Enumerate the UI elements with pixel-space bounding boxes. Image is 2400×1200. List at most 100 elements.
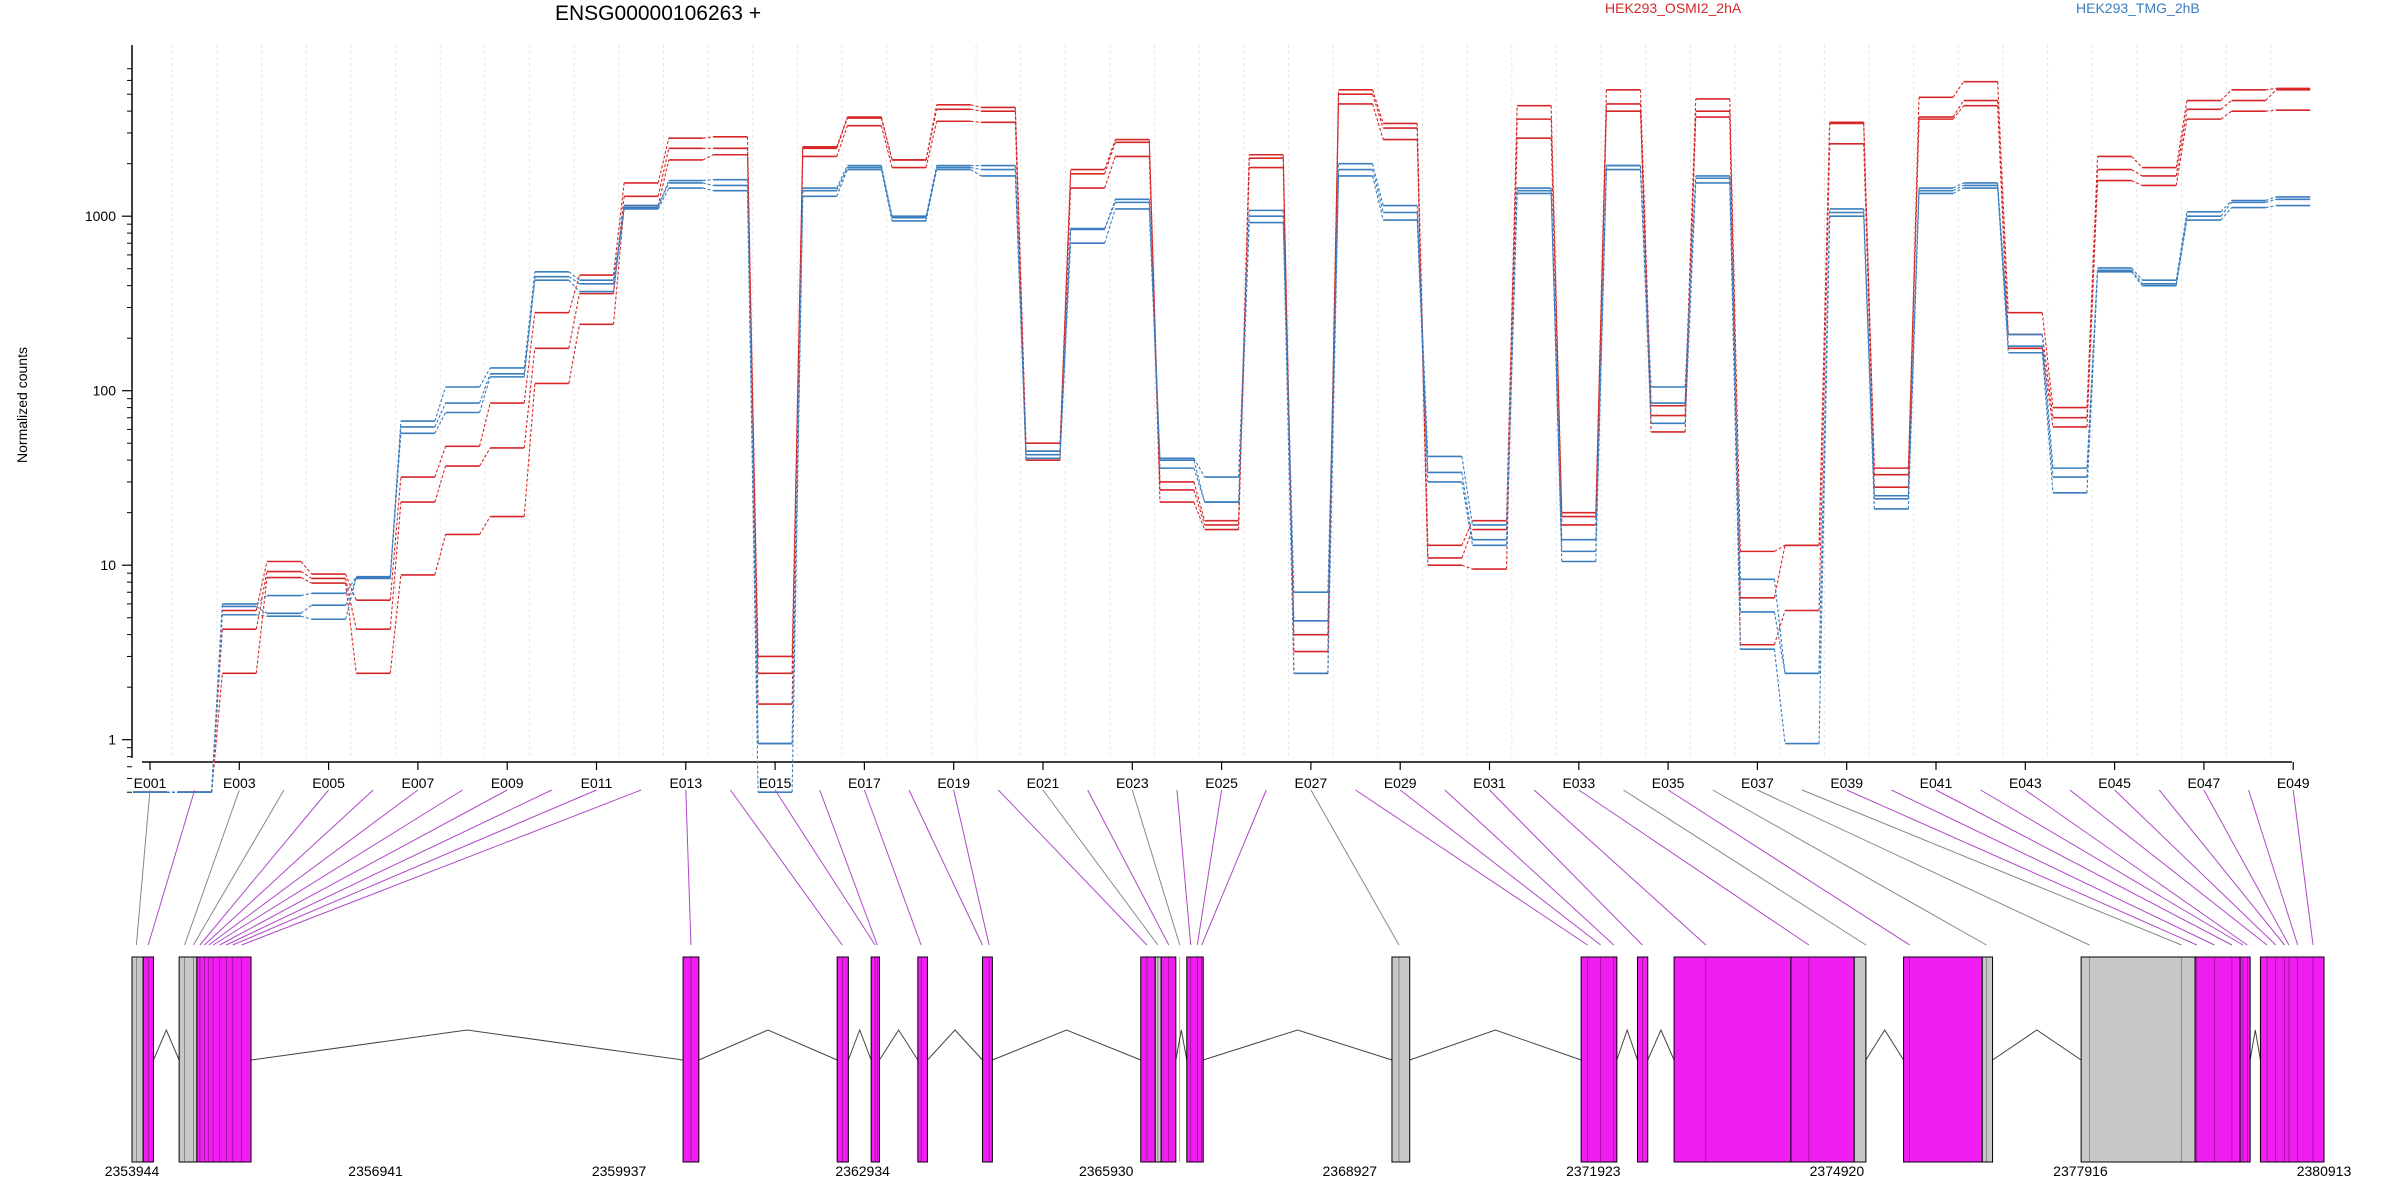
exon-block: [2194, 956, 2241, 1163]
plot-axes: 1 10 100 1000: [85, 45, 2292, 793]
x-tick-label: E049: [2277, 775, 2310, 791]
series-connector: [1818, 208, 1831, 674]
exon-connector: [1623, 789, 1867, 946]
series-connector: [568, 276, 580, 285]
series-connector: [255, 577, 268, 674]
series-connector: [2086, 267, 2099, 469]
series-connector: [434, 412, 447, 434]
series-connector: [1639, 165, 1652, 388]
series-connector: [1372, 163, 1384, 206]
series-connector: [523, 276, 536, 374]
intron-line: [153, 1028, 180, 1061]
exon-tick-labels: E001 E003 E005 E007 E009 E011 E013 E015 E017 E019…: [134, 762, 2310, 791]
x-tick-label: E039: [1830, 775, 1863, 791]
exon-connector: [953, 789, 990, 946]
series-connector: [2131, 156, 2143, 168]
series-connector: [1372, 89, 1384, 124]
exon-connector: [1757, 789, 2090, 946]
exon-connector: [1891, 789, 2215, 946]
series-connector: [1104, 156, 1116, 189]
intron-line: [1992, 1029, 2082, 1061]
exon-connector: [1131, 789, 1181, 946]
series-connector: [1461, 564, 1473, 570]
series-connector: [2220, 200, 2232, 213]
exon-connector: [184, 789, 240, 946]
series-HEK293_TMG_2hB: [133, 162, 2311, 794]
series-connector: [612, 182, 625, 276]
genomic-tick-label: 2356941: [348, 1163, 403, 1179]
series-connector: [434, 446, 447, 478]
series-connector: [1863, 122, 1875, 475]
series-connector: [2265, 87, 2277, 91]
series-connector: [2086, 270, 2099, 478]
x-tick-label: E041: [1920, 775, 1953, 791]
series-connector: [2220, 100, 2232, 110]
series-connector: [2131, 180, 2143, 186]
exon-connectors: [135, 789, 2314, 946]
exon-block: [2080, 956, 2196, 1163]
exon-connector: [135, 789, 151, 946]
exon-connector: [2025, 789, 2248, 946]
series-connector: [255, 561, 268, 611]
series-connector: [1059, 229, 1072, 452]
exon-connector: [2248, 789, 2299, 946]
series-connector: [255, 595, 268, 605]
exon-connector: [908, 789, 983, 946]
exon-connector: [863, 789, 922, 946]
series-connector: [1327, 175, 1340, 674]
series-connector: [568, 271, 580, 281]
series-connector: [2041, 312, 2054, 408]
series-connector: [1193, 460, 1206, 503]
series-connector: [2041, 334, 2054, 469]
series-connector: [479, 373, 491, 404]
series-connector: [523, 280, 536, 377]
series-connector: [925, 165, 938, 217]
series-connector: [1729, 175, 1741, 580]
series-connector: [2220, 202, 2232, 217]
series-connector: [880, 169, 893, 222]
series-connector: [1952, 182, 1964, 189]
exon-block: [1580, 956, 1618, 1163]
genomic-tick-label: 2377916: [2053, 1163, 2108, 1179]
x-tick-label: E009: [491, 775, 524, 791]
exon-block: [1636, 956, 1649, 1163]
exon-block: [1160, 956, 1177, 1163]
exon-connector: [1489, 789, 1643, 946]
series-connector: [1104, 199, 1116, 230]
series-connector: [1818, 122, 1831, 546]
series-connector: [345, 582, 357, 674]
genomic-tick-label: 2368927: [1323, 1163, 1378, 1179]
series-connector: [791, 196, 804, 793]
series-connector: [702, 182, 714, 187]
series-connector: [1550, 188, 1563, 540]
intron-line: [1409, 1029, 1582, 1061]
x-tick-label: E019: [937, 775, 970, 791]
series-connector: [1461, 529, 1474, 559]
exon-connector: [1087, 789, 1170, 946]
exon-block: [1981, 956, 1994, 1163]
series-connector: [389, 421, 402, 577]
exon-block: [1853, 956, 1867, 1163]
exon-connector: [2158, 789, 2285, 946]
y-tick-label: 10: [100, 557, 116, 573]
exon-connector: [1846, 789, 2198, 946]
chart-title: ENSG00000106263 +: [555, 2, 762, 25]
exon-connector: [2069, 789, 2268, 946]
series-connector: [2175, 109, 2188, 177]
series-connector: [523, 383, 536, 517]
series-connector: [1952, 100, 1965, 118]
series-connector: [970, 104, 982, 108]
series-connector: [2175, 211, 2188, 281]
exon-connector: [819, 789, 878, 946]
exon-connector: [1712, 789, 1987, 946]
series-connector: [1729, 117, 1741, 645]
series-connector: [657, 159, 670, 206]
series-connector: [2265, 196, 2277, 202]
exon-connector: [192, 789, 285, 946]
series-connector: [791, 146, 804, 674]
genomic-axis: 2353944 2356941 2359937 2362934 2365930 23689…: [105, 1163, 2352, 1179]
series-connector: [836, 165, 848, 189]
exon-connector: [1310, 789, 1400, 946]
series-connector: [1238, 210, 1250, 478]
series-connector: [702, 179, 714, 182]
